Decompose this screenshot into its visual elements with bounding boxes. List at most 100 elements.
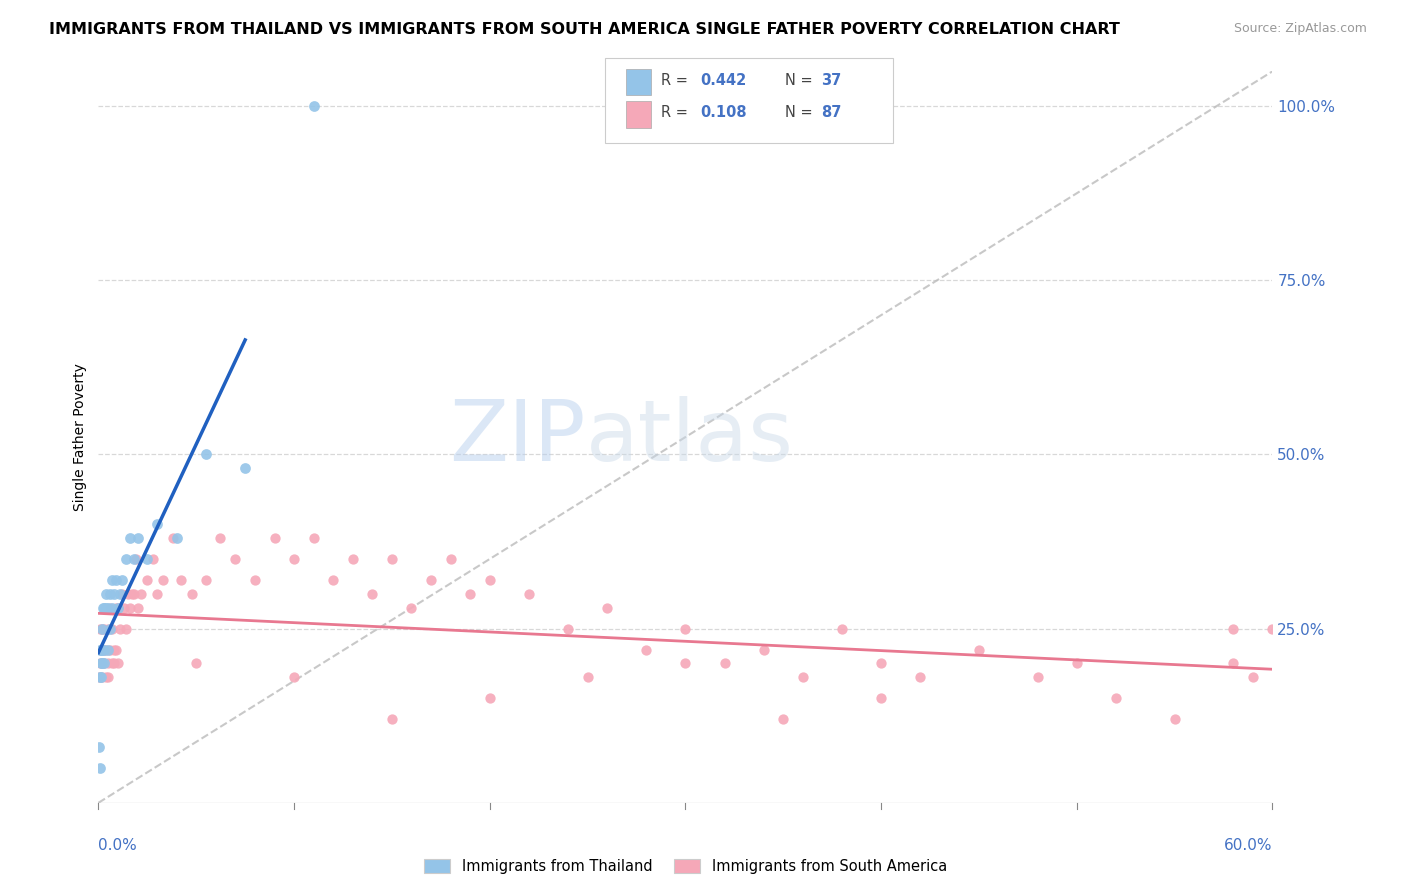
- Point: [636, 642, 658, 657]
- Point: [108, 587, 131, 601]
- Point: [162, 531, 184, 545]
- Point: [342, 552, 364, 566]
- Point: [195, 573, 218, 587]
- Point: [439, 552, 461, 566]
- Point: [675, 622, 697, 636]
- Point: [90, 657, 112, 671]
- Point: [121, 587, 143, 601]
- Point: [401, 600, 423, 615]
- Point: [101, 600, 124, 615]
- Point: [105, 600, 128, 615]
- Point: [96, 642, 118, 657]
- Point: [752, 642, 775, 657]
- Point: [111, 587, 134, 601]
- Text: R =: R =: [661, 73, 692, 88]
- Text: 37: 37: [821, 73, 841, 88]
- Point: [97, 670, 120, 684]
- Point: [93, 657, 115, 671]
- Point: [108, 622, 131, 636]
- Text: ZIP: ZIP: [449, 395, 586, 479]
- Point: [146, 587, 169, 601]
- Point: [98, 587, 121, 601]
- Point: [131, 587, 153, 601]
- Point: [302, 99, 325, 113]
- Point: [103, 642, 125, 657]
- Point: [90, 670, 112, 684]
- Point: [91, 657, 114, 671]
- Point: [361, 587, 384, 601]
- Point: [283, 670, 305, 684]
- Point: [98, 642, 121, 657]
- Point: [1261, 622, 1284, 636]
- Point: [101, 573, 124, 587]
- Point: [1066, 657, 1088, 671]
- Point: [181, 587, 204, 601]
- Point: [97, 622, 120, 636]
- Point: [93, 642, 115, 657]
- Point: [122, 552, 145, 566]
- Legend: Immigrants from Thailand, Immigrants from South America: Immigrants from Thailand, Immigrants fro…: [418, 853, 953, 880]
- Point: [458, 587, 481, 601]
- Text: 0.442: 0.442: [700, 73, 747, 88]
- Point: [101, 622, 124, 636]
- Point: [381, 552, 404, 566]
- Point: [870, 691, 893, 706]
- Point: [124, 552, 146, 566]
- Text: 60.0%: 60.0%: [1225, 838, 1272, 854]
- Point: [98, 600, 121, 615]
- Point: [233, 461, 256, 475]
- Point: [118, 600, 141, 615]
- Point: [195, 448, 218, 462]
- Point: [302, 531, 325, 545]
- Point: [122, 587, 145, 601]
- Point: [91, 670, 114, 684]
- Point: [103, 587, 125, 601]
- Point: [107, 600, 129, 615]
- Point: [96, 600, 118, 615]
- Point: [112, 600, 135, 615]
- Point: [772, 712, 794, 726]
- Point: [146, 517, 169, 532]
- Point: [93, 622, 115, 636]
- Point: [127, 531, 149, 545]
- Text: 87: 87: [821, 105, 841, 120]
- Text: atlas: atlas: [586, 395, 793, 479]
- Point: [91, 622, 114, 636]
- Point: [152, 573, 174, 587]
- Point: [1222, 657, 1244, 671]
- Point: [98, 622, 121, 636]
- Point: [105, 642, 128, 657]
- Point: [91, 622, 114, 636]
- Point: [166, 531, 188, 545]
- Point: [576, 670, 599, 684]
- Point: [136, 573, 159, 587]
- Point: [111, 573, 134, 587]
- Point: [517, 587, 540, 601]
- Point: [90, 642, 112, 657]
- Point: [96, 670, 118, 684]
- Point: [117, 587, 139, 601]
- Point: [142, 552, 165, 566]
- Point: [107, 657, 129, 671]
- Point: [97, 600, 120, 615]
- Point: [89, 740, 111, 755]
- Point: [420, 573, 443, 587]
- Point: [1163, 712, 1185, 726]
- Point: [93, 600, 115, 615]
- Point: [89, 622, 111, 636]
- Point: [283, 552, 305, 566]
- Point: [831, 622, 853, 636]
- Text: Source: ZipAtlas.com: Source: ZipAtlas.com: [1233, 22, 1367, 36]
- Point: [1241, 670, 1264, 684]
- Point: [263, 531, 285, 545]
- Text: 0.108: 0.108: [700, 105, 747, 120]
- Point: [89, 657, 111, 671]
- Point: [224, 552, 246, 566]
- Point: [107, 600, 129, 615]
- Point: [557, 622, 579, 636]
- Text: R =: R =: [661, 105, 692, 120]
- Point: [93, 642, 115, 657]
- Point: [136, 552, 159, 566]
- Point: [101, 657, 124, 671]
- Point: [91, 600, 114, 615]
